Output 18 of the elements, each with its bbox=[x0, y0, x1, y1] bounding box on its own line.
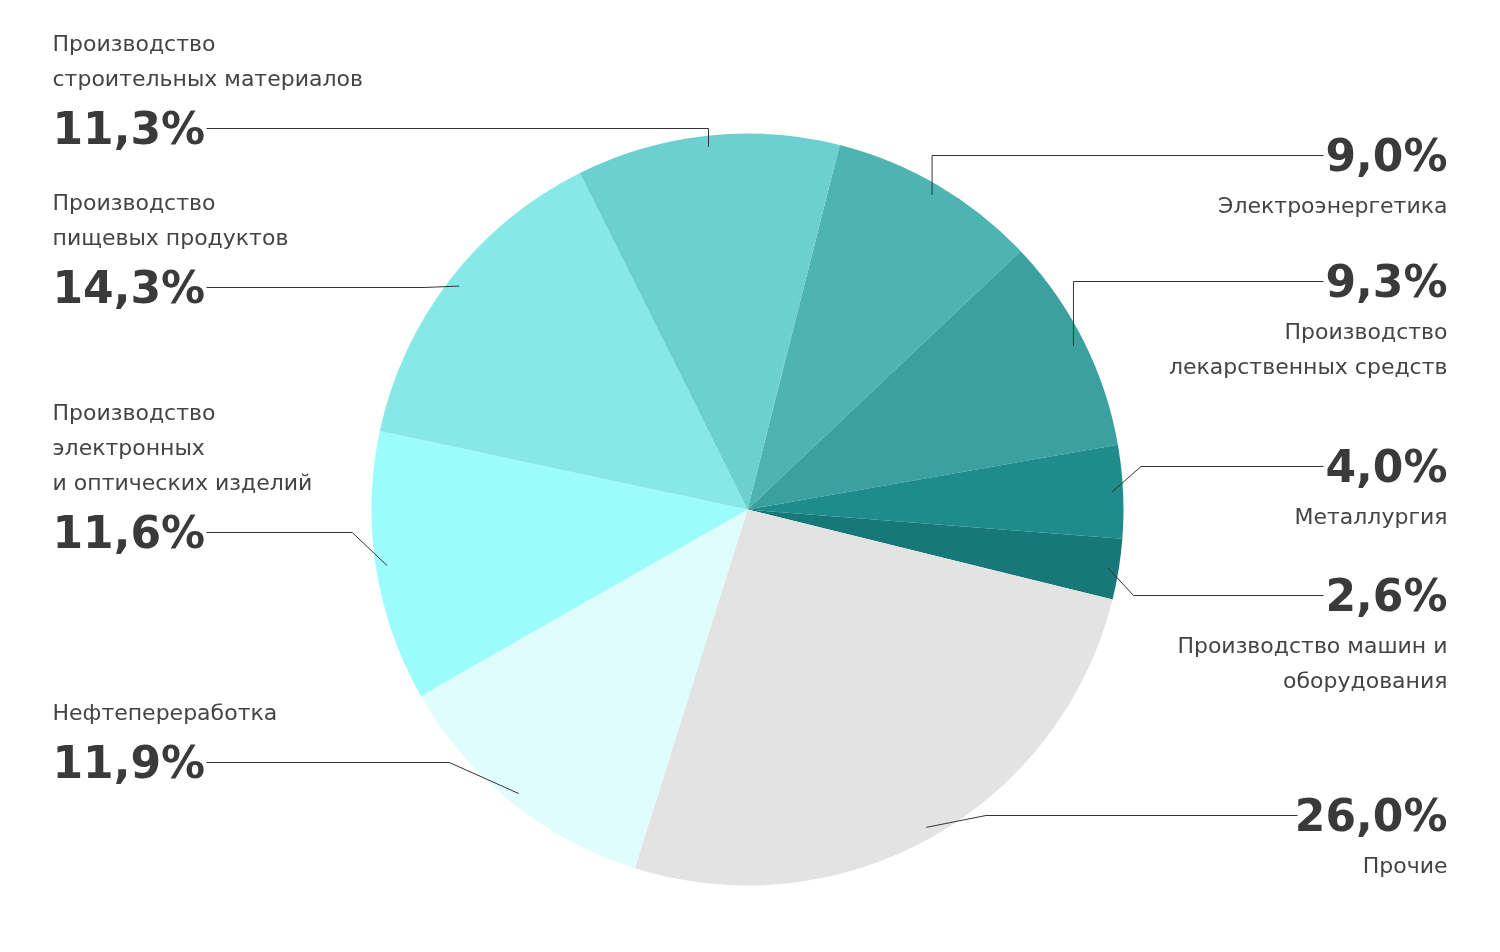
slice-label: Производство пищевых продуктов bbox=[52, 190, 289, 250]
data-label: 14,3% bbox=[52, 262, 206, 313]
slice-label: Производство машин и оборудования bbox=[1177, 633, 1448, 693]
slice-label: Прочие bbox=[1362, 853, 1448, 878]
slice-label: Нефтепереработка bbox=[52, 700, 278, 725]
slice-label: Производство лекарственных средств bbox=[1168, 319, 1448, 379]
slice-label: Производство строительных материалов bbox=[52, 31, 363, 91]
data-label: 2,6% bbox=[1325, 570, 1448, 621]
slice-label: Металлургия bbox=[1294, 504, 1448, 529]
data-label: 11,6% bbox=[52, 507, 206, 558]
data-label: 4,0% bbox=[1325, 441, 1448, 492]
data-label: 9,3% bbox=[1325, 256, 1448, 307]
data-label: 26,0% bbox=[1294, 790, 1448, 841]
slice-label: Производство электронных и оптических изделий bbox=[52, 400, 313, 495]
data-label: 11,9% bbox=[52, 737, 206, 788]
data-label: 9,0% bbox=[1325, 130, 1448, 181]
slice-label: Электроэнергетика bbox=[1218, 193, 1448, 218]
data-label: 11,3% bbox=[52, 103, 206, 154]
